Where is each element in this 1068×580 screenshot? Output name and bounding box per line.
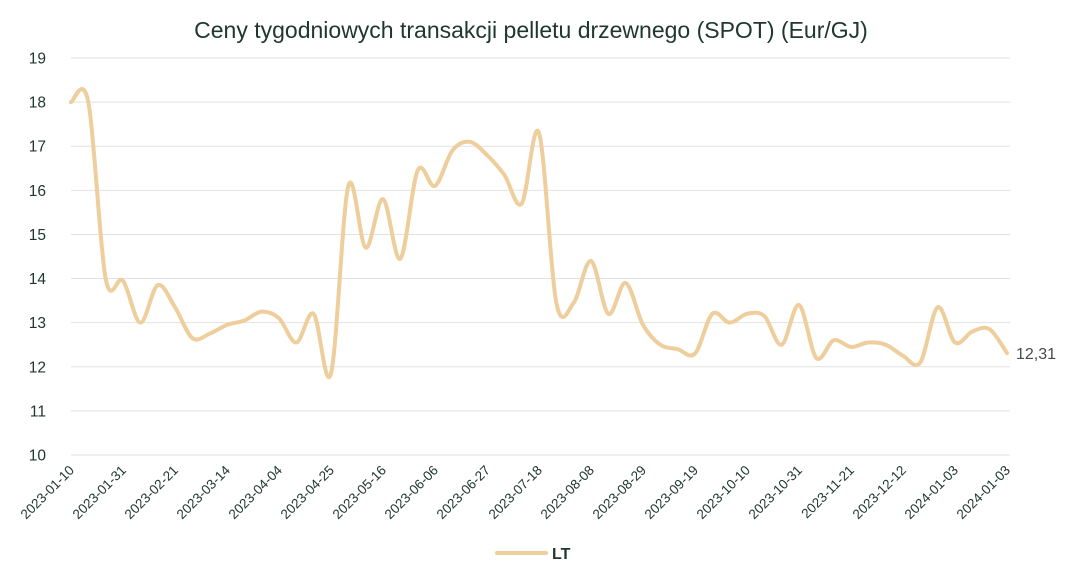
y-axis-tick-label: 15 (29, 227, 46, 244)
y-axis-tick-label: 18 (29, 95, 46, 112)
x-axis-tick-label: 2023-03-14 (174, 462, 234, 522)
x-axis-tick-label: 2024-01-03 (954, 463, 1013, 522)
y-axis-tick-label: 19 (29, 51, 46, 68)
y-axis-tick-label: 13 (29, 315, 46, 332)
x-axis-tick-label: 2023-07-18 (486, 463, 545, 522)
y-axis-labels: 10 11 12 13 14 15 16 17 18 19 (29, 51, 47, 465)
x-axis-tick-label: 2023-01-31 (70, 463, 129, 522)
x-axis-tick-label: 2023-11-21 (798, 463, 857, 522)
legend: LT (495, 546, 571, 563)
y-axis-tick-label: 16 (29, 183, 46, 200)
y-axis-tick-label: 11 (30, 403, 46, 420)
x-axis-tick-label: 2023-06-06 (382, 463, 441, 522)
x-axis-tick-label: 2023-08-08 (538, 463, 597, 522)
gridlines (71, 57, 1010, 456)
x-axis-tick-label: 2023-01-10 (18, 463, 77, 522)
x-axis-tick-label: 2023-10-31 (746, 463, 805, 522)
x-axis-tick-label: 2023-10-10 (694, 463, 753, 522)
series-line-lt (69, 87, 1009, 379)
x-axis-tick-label: 2023-12-12 (850, 463, 909, 522)
x-axis-labels: 2023-01-102023-01-312023-02-212023-03-14… (18, 462, 1013, 522)
last-value-label: 12,31 (1016, 346, 1056, 363)
chart-title: Ceny tygodniowych transakcji pelletu drz… (194, 17, 868, 43)
y-axis-tick-label: 14 (29, 271, 47, 288)
x-axis-tick-label: 2023-02-21 (122, 463, 181, 522)
y-axis-tick-label: 12 (29, 359, 46, 376)
legend-series-label: LT (552, 546, 571, 563)
x-axis-tick-label: 2023-04-25 (278, 463, 337, 522)
x-axis-tick-label: 2023-04-04 (226, 462, 286, 522)
x-axis-tick-label: 2023-06-27 (434, 463, 493, 522)
x-axis-tick-label: 2023-09-19 (642, 463, 701, 522)
x-axis-tick-label: 2024-01-03 (902, 463, 961, 522)
y-axis-tick-label: 17 (29, 139, 46, 156)
x-axis-tick-label: 2023-08-29 (590, 463, 649, 522)
y-axis-tick-label: 10 (29, 448, 47, 465)
x-axis-tick-label: 2023-05-16 (330, 463, 389, 522)
